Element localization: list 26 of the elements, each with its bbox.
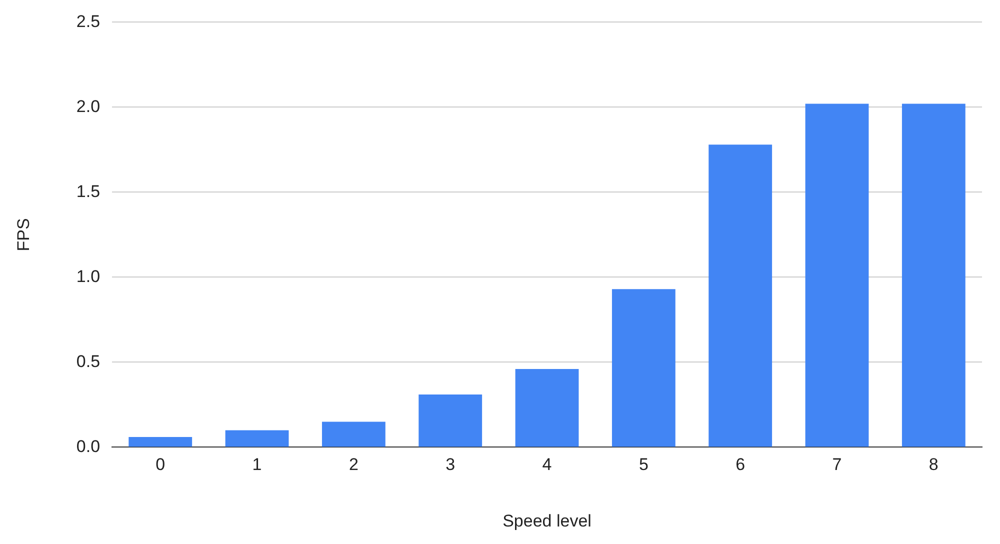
bar	[515, 369, 579, 447]
x-tick-label: 8	[928, 455, 938, 474]
x-tick-label: 1	[252, 455, 262, 474]
x-tick-label: 4	[542, 455, 552, 474]
bar	[805, 104, 869, 447]
x-tick-label: 6	[736, 455, 746, 474]
x-tick-label: 5	[638, 455, 648, 474]
bar	[612, 289, 676, 447]
y-tick-label: 0.0	[76, 436, 100, 456]
x-tick-label: 7	[832, 455, 842, 474]
y-tick-label: 0.5	[76, 352, 100, 371]
bar	[322, 422, 386, 447]
x-axis-title: Speed level	[502, 511, 592, 530]
x-tick-label: 0	[156, 455, 166, 474]
y-axis-title: FPS	[14, 218, 33, 252]
bar	[902, 104, 966, 447]
x-tick-label: 3	[446, 455, 456, 474]
bar	[418, 394, 482, 447]
bar	[225, 430, 289, 447]
x-tick-label: 2	[348, 455, 358, 474]
y-tick-label: 2.5	[76, 12, 100, 31]
bar	[708, 144, 772, 447]
bar	[128, 437, 192, 447]
y-tick-label: 1.0	[76, 266, 100, 286]
y-tick-label: 2.0	[76, 96, 100, 116]
y-tick-label: 1.5	[76, 182, 100, 201]
